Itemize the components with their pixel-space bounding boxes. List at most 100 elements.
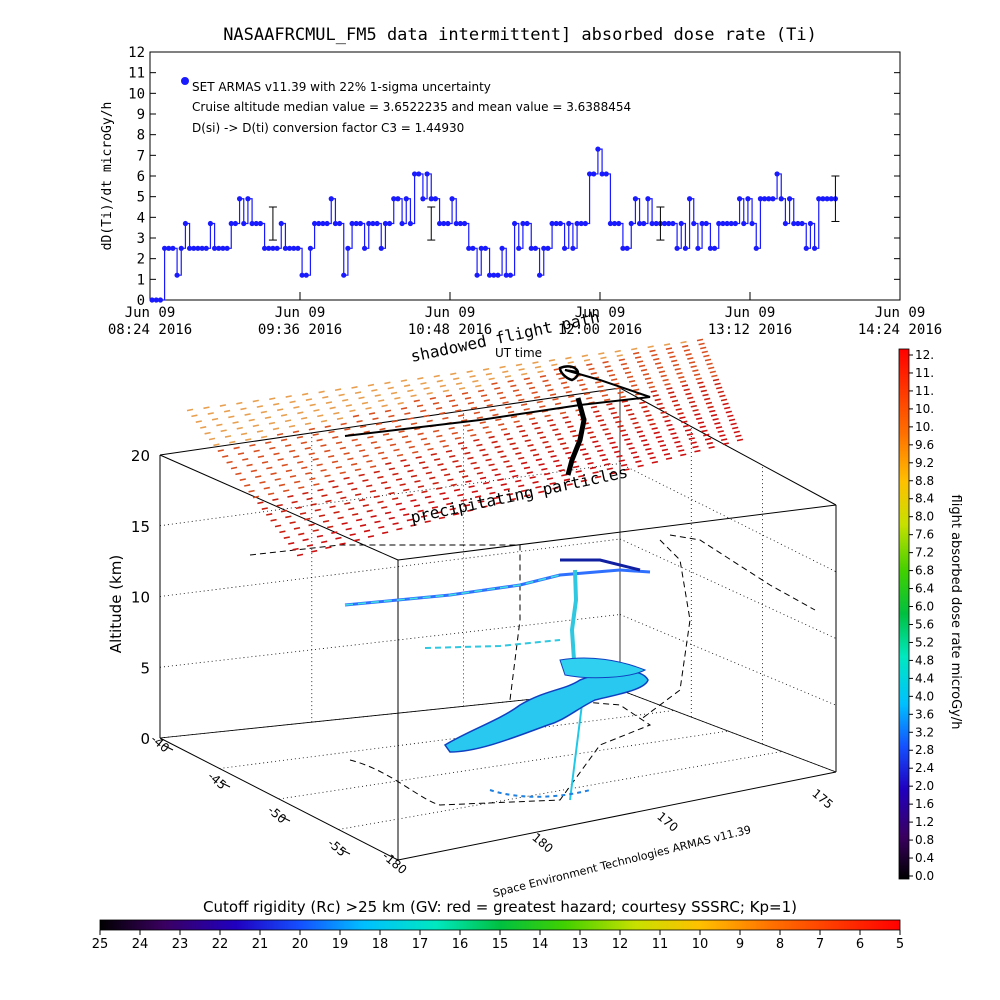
rc-surface-dash	[321, 494, 328, 498]
rc-surface-dash	[601, 458, 609, 462]
rc-surface-dash	[399, 483, 406, 487]
rc-surface-dash	[578, 474, 585, 478]
wall-track-projection-left	[249, 544, 521, 701]
rc-surface-dash	[313, 408, 320, 412]
rc-surface-dash	[421, 490, 428, 494]
rc-surface-dash	[510, 384, 517, 388]
dose-rate-point	[716, 220, 722, 227]
rc-surface-dash	[390, 391, 398, 395]
rigidity-colorbar-tick-label: 9	[736, 937, 744, 952]
rc-surface-dash	[296, 553, 304, 557]
rc-surface-dash	[652, 394, 659, 397]
rc-surface-dash	[240, 432, 248, 436]
altitude-axis-label: Altitude (km)	[107, 555, 125, 653]
rc-surface-dash	[536, 400, 543, 404]
dose-rate-point	[507, 272, 514, 278]
dose-colorbar-tick-label: 6.4	[915, 582, 934, 596]
rc-surface-dash	[559, 442, 567, 446]
dose-rate-point	[466, 245, 472, 251]
rc-surface-dash	[280, 438, 288, 442]
rc-surface-dash	[538, 463, 545, 466]
dose-rate-point	[757, 196, 764, 202]
dose-rate-point	[820, 196, 826, 202]
rc-surface-dash	[550, 454, 557, 458]
dose-colorbar-tick-label: 8.8	[915, 474, 934, 488]
rigidity-colorbar-tick-label: 20	[292, 937, 309, 952]
rc-surface-dash	[337, 516, 344, 520]
rc-surface-dash	[410, 499, 417, 502]
rc-surface-dash	[521, 434, 529, 438]
rc-surface-dash	[469, 375, 476, 378]
rc-surface-dash	[549, 482, 556, 485]
rc-surface-dash	[486, 403, 493, 407]
rc-surface-dash	[647, 345, 654, 349]
rc-surface-dash	[580, 479, 588, 483]
rc-surface-dash	[700, 389, 707, 393]
rc-surface-dash	[389, 443, 397, 447]
rc-surface-dash	[692, 369, 699, 373]
rc-surface-dash	[547, 388, 554, 392]
rc-surface-dash	[606, 467, 614, 471]
rc-surface-dash	[623, 468, 630, 472]
rc-surface-dash	[311, 549, 318, 553]
rc-surface-dash	[590, 372, 597, 375]
rc-surface-dash	[246, 463, 253, 467]
dose-rate-point	[641, 220, 647, 227]
rc-surface-dash	[482, 453, 489, 457]
rc-surface-dash	[377, 451, 385, 455]
rc-surface-dash	[237, 452, 245, 456]
rc-surface-dash	[674, 367, 681, 371]
rc-surface-dash	[327, 525, 334, 529]
rc-surface-dash	[513, 420, 520, 424]
rc-surface-dash	[590, 405, 598, 409]
rc-surface-dash	[509, 469, 516, 473]
dose-colorbar-tick-label: 6.0	[915, 600, 934, 614]
rc-surface-dash	[672, 363, 680, 367]
rc-surface-dash	[701, 429, 708, 433]
rc-surface-dash	[309, 477, 316, 481]
rc-surface-dash	[544, 414, 551, 418]
rc-surface-dash	[413, 504, 421, 508]
rc-surface-dash	[558, 469, 565, 472]
rc-surface-dash	[417, 377, 424, 380]
rc-surface-dash	[306, 544, 314, 547]
rc-surface-dash	[497, 478, 504, 482]
rc-surface-dash	[694, 449, 701, 453]
rc-surface-dash	[401, 435, 409, 439]
rc-surface-dash	[562, 446, 569, 450]
latitude-tick	[162, 744, 174, 751]
dose-colorbar-tick-label: 9.6	[915, 438, 934, 452]
rc-surface-dash	[671, 359, 678, 363]
rc-surface-dash	[582, 452, 589, 456]
rc-surface-dash	[395, 502, 402, 506]
rc-surface-dash	[335, 441, 343, 445]
rc-surface-dash	[380, 481, 388, 485]
rc-surface-dash	[351, 386, 358, 389]
rc-surface-dash	[651, 460, 658, 464]
rc-surface-dash	[191, 414, 198, 418]
rc-surface-dash	[610, 411, 618, 415]
box-edge	[219, 710, 675, 769]
rc-surface-dash	[497, 450, 504, 454]
rc-surface-dash	[244, 413, 251, 416]
dose-colorbar-tick-label: 10.	[915, 402, 934, 416]
rc-surface-dash	[523, 494, 531, 498]
rc-surface-dash	[527, 444, 534, 447]
rc-surface-dash	[694, 413, 701, 416]
rc-surface-dash	[563, 478, 571, 482]
dose-track-low	[424, 639, 561, 649]
rc-surface-dash	[626, 375, 634, 379]
rc-surface-dash	[268, 421, 276, 425]
dose-rate-point	[541, 245, 547, 251]
rc-surface-dash	[252, 399, 259, 403]
rigidity-colorbar-tick-label: 14	[532, 937, 549, 952]
rc-surface-dash	[451, 431, 458, 435]
rc-surface-dash	[539, 374, 547, 378]
rc-surface-dash	[285, 469, 293, 473]
rc-surface-dash	[620, 463, 628, 467]
rc-surface-dash	[658, 370, 666, 374]
rc-surface-dash	[665, 347, 673, 351]
rc-surface-dash	[348, 507, 355, 511]
dose-rate-point	[686, 196, 693, 202]
